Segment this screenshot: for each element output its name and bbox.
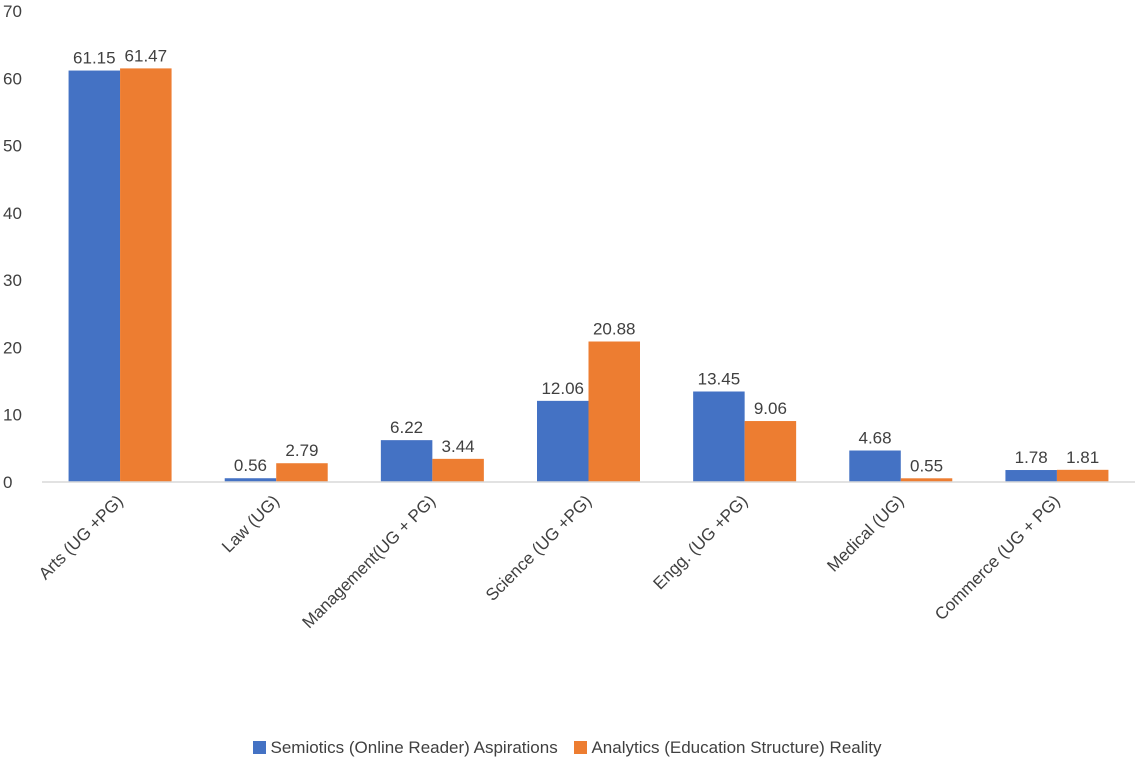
y-tick-label: 70 — [3, 2, 22, 21]
legend-item-series-1: Semiotics (Online Reader) Aspirations — [253, 738, 558, 758]
y-tick-label: 50 — [3, 137, 22, 156]
y-tick-label: 40 — [3, 204, 22, 223]
bar-semiotics-1 — [224, 478, 277, 482]
bar-analytics-4 — [744, 421, 797, 482]
bar-analytics-0 — [120, 68, 172, 482]
y-axis-ticks: 0 10 20 30 40 50 60 70 — [3, 2, 22, 492]
data-label: 3.44 — [442, 437, 475, 456]
category-label: Medical (UG) — [823, 491, 907, 575]
data-labels: 61.15 61.47 0.56 2.79 6.22 3.44 12.06 20.88 13.4… — [73, 46, 1099, 475]
legend-item-series-2: Analytics (Education Structure) Reality — [574, 738, 882, 758]
category-label: Commerce (UG + PG) — [931, 491, 1064, 624]
category-label: Law (UG) — [218, 491, 283, 556]
legend-label-series-2: Analytics (Education Structure) Reality — [591, 738, 882, 757]
bar-chart: 0 10 20 30 40 50 60 70 61.15 61.47 0.56 2.79 6.22 3.… — [3, 2, 1135, 632]
data-label: 4.68 — [858, 429, 891, 448]
data-label: 2.79 — [285, 441, 318, 460]
data-label: 13.45 — [698, 370, 741, 389]
y-tick-label: 30 — [3, 271, 22, 290]
data-label: 0.56 — [234, 456, 267, 475]
category-label: Engg. (UG +PG) — [650, 491, 752, 593]
bar-semiotics-4 — [693, 391, 745, 482]
y-tick-label: 20 — [3, 338, 22, 357]
data-label: 9.06 — [754, 399, 787, 418]
data-label: 61.15 — [73, 49, 116, 68]
data-label: 61.47 — [125, 46, 168, 65]
data-label: 1.81 — [1066, 448, 1099, 467]
data-label: 12.06 — [541, 379, 584, 398]
bar-semiotics-2 — [380, 440, 433, 482]
bar-analytics-2 — [432, 458, 484, 482]
y-tick-label: 0 — [3, 473, 12, 492]
category-label: Management(UG + PG) — [298, 491, 439, 632]
bar-semiotics-5 — [849, 450, 901, 482]
legend-swatch-series-2 — [574, 741, 588, 754]
y-tick-label: 60 — [3, 69, 22, 88]
bars — [68, 68, 1109, 483]
data-label: 6.22 — [390, 418, 423, 437]
bar-semiotics-3 — [537, 400, 589, 482]
bar-semiotics-6 — [1005, 470, 1057, 482]
bar-analytics-6 — [1056, 469, 1109, 482]
category-label: Arts (UG +PG) — [35, 491, 127, 583]
data-label: 1.78 — [1015, 448, 1048, 467]
legend-label-series-1: Semiotics (Online Reader) Aspirations — [270, 738, 558, 757]
category-labels: Arts (UG +PG) Law (UG) Management(UG + PG)… — [35, 491, 1064, 632]
legend: Semiotics (Online Reader) Aspirations An… — [0, 738, 1135, 758]
bar-analytics-5 — [900, 478, 953, 482]
bar-analytics-1 — [276, 463, 328, 482]
y-tick-label: 10 — [3, 406, 22, 425]
data-label: 0.55 — [910, 456, 943, 475]
bar-semiotics-0 — [68, 70, 121, 483]
category-label: Science (UG +PG) — [482, 491, 595, 604]
legend-swatch-series-1 — [253, 741, 267, 754]
bar-analytics-3 — [588, 341, 640, 482]
data-label: 20.88 — [593, 320, 636, 339]
